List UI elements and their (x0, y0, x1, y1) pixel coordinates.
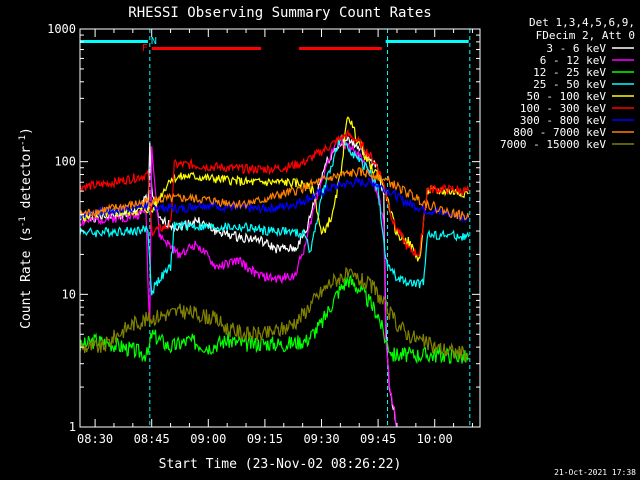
x-tick-label: 09:15 (247, 432, 283, 446)
y-tick-label: 10 (62, 287, 76, 301)
y-tick-label: 1000 (47, 22, 76, 36)
plot-frame (79, 28, 481, 428)
x-tick-label: 09:30 (303, 432, 339, 446)
legend-entry-label: 6 - 12 keV (540, 54, 607, 67)
y-tick-label: 100 (54, 155, 76, 169)
legend-entry-label: 300 - 800 keV (520, 114, 606, 127)
series-line (80, 134, 470, 296)
series-line (80, 166, 470, 222)
night-flag-label: N (151, 36, 157, 47)
legend-entry-label: 100 - 300 keV (520, 102, 606, 115)
legend-entry-label: 25 - 50 keV (533, 78, 606, 91)
series-line (80, 128, 470, 258)
x-tick-label: 09:00 (190, 432, 226, 446)
legend-header-2: FDecim 2, Att 0 (536, 29, 635, 42)
x-tick-label: 08:45 (134, 432, 170, 446)
series-line (80, 274, 470, 365)
legend-entry-label: 800 - 7000 keV (513, 126, 606, 139)
night-flag-bar (385, 40, 469, 43)
flare-flag-bar (151, 47, 262, 50)
x-tick-label: 08:30 (77, 432, 113, 446)
legend-entry-label: 50 - 100 keV (527, 90, 607, 103)
y-tick-label: 1 (69, 420, 76, 434)
legend-entry-label: 7000 - 15000 keV (500, 138, 606, 151)
series-line (80, 266, 469, 362)
footer-timestamp: 21-Oct-2021 17:38 (554, 468, 636, 477)
chart-title: RHESSI Observing Summary Count Rates (128, 5, 431, 21)
night-flag-bar (80, 40, 148, 43)
y-axis-label: Count Rate (s-1 detector-1) (18, 127, 34, 329)
x-tick-label: 10:00 (417, 432, 453, 446)
flare-flag-label: F (142, 43, 148, 54)
series-line (80, 176, 469, 224)
x-tick-label: 09:45 (360, 432, 396, 446)
legend-header-1: Det 1,3,4,5,6,9, (529, 16, 635, 29)
legend: Det 1,3,4,5,6,9, FDecim 2, Att 0 3 - 6 k… (500, 16, 635, 151)
x-axis-label: Start Time (23-Nov-02 08:26:22) (159, 457, 402, 472)
legend-entry-label: 3 - 6 keV (546, 42, 606, 55)
legend-entry-label: 12 - 25 keV (533, 66, 606, 79)
flare-flag-bar (298, 47, 382, 50)
